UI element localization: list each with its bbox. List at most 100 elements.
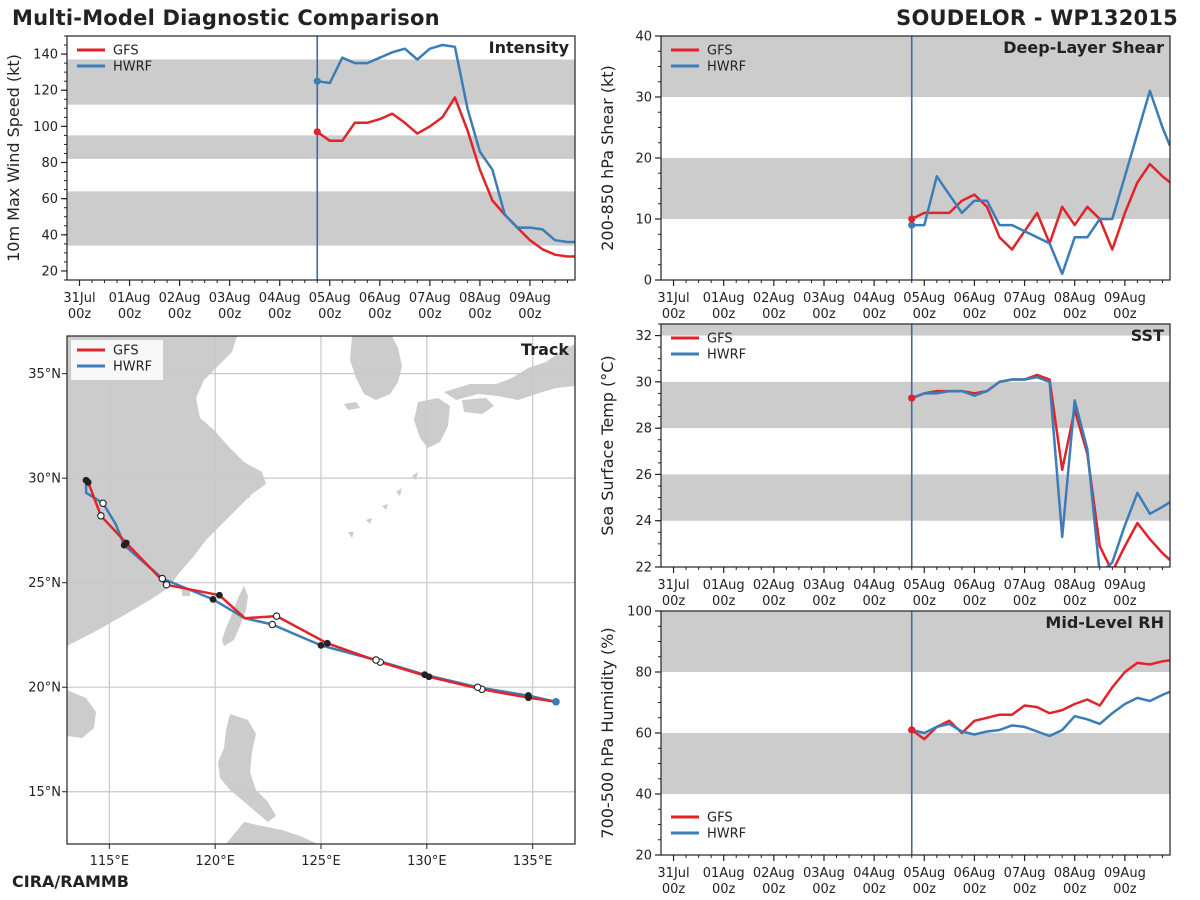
intensity-xtick-label: 00z: [118, 307, 142, 322]
track-gfs-closed-marker: [323, 639, 331, 647]
visayas-islands: [226, 822, 318, 844]
shear-ylabel: 200-850 hPa Shear (kt): [598, 65, 617, 251]
track-lon-label: 115°E: [90, 854, 130, 869]
shear-xtick-label: 01Aug: [703, 291, 745, 306]
track-lat-label: 25°N: [28, 576, 61, 591]
rh-ytick-label: 20: [635, 849, 652, 864]
shear-xtick-label: 00z: [913, 307, 937, 322]
sst-xtick-label: 00z: [762, 594, 786, 609]
track-legend-box: [71, 340, 163, 380]
intensity-xtick-label: 06Aug: [359, 291, 401, 306]
korea-peninsula: [350, 336, 402, 400]
shear-xtick-label: 00z: [963, 307, 987, 322]
intensity-ytick-label: 100: [33, 120, 58, 135]
track-hwrf-closed-marker: [421, 671, 429, 679]
track-hwrf-closed-marker: [82, 476, 90, 484]
track-legend-label: GFS: [113, 344, 139, 359]
shear-gfs-line: [911, 162, 1170, 251]
sst-band: [661, 324, 1170, 336]
intensity-ytick-label: 120: [33, 84, 58, 99]
sst-hwrf-line: [911, 375, 1170, 567]
shear-xtick-label: 08Aug: [1054, 291, 1096, 306]
sst-xtick-label: 07Aug: [1004, 578, 1046, 593]
shear-legend-label: GFS: [707, 44, 733, 59]
sst-series-group: [908, 373, 1170, 567]
sst-xtick-label: 00z: [862, 594, 886, 609]
intensity-xtick-label: 04Aug: [259, 291, 301, 306]
jeju-island: [344, 402, 360, 410]
shear-xtick-label: 07Aug: [1004, 291, 1046, 306]
rh-xtick-label: 00z: [812, 882, 836, 897]
sst-gfs-init-point: [908, 394, 916, 402]
intensity-xtick-label: 00z: [268, 307, 292, 322]
sst-legend-label: HWRF: [707, 348, 746, 363]
track-lon-label: 120°E: [195, 854, 235, 869]
intensity-ytick-label: 60: [41, 192, 58, 207]
sst-xtick-label: 00z: [812, 594, 836, 609]
track-lat-label: 15°N: [28, 785, 61, 800]
track-lon-label: 135°E: [513, 854, 553, 869]
honshu-island: [444, 344, 575, 400]
track-axes: 115°E 120°E 125°E 130°E 135°E 15°N 20°N 25°N 30°…: [28, 335, 576, 869]
shear-xtick-label: 09Aug: [1104, 291, 1146, 306]
track-hwrf-closed-marker: [525, 692, 532, 699]
sst-xtick-label: 00z: [712, 594, 736, 609]
rh-xtick-label: 02Aug: [753, 866, 795, 881]
intensity-xtick-label: 00z: [418, 307, 442, 322]
intensity-ytick-label: 140: [33, 48, 58, 63]
shear-hwrf-init-point: [908, 221, 916, 229]
track-hwrf-open-marker: [268, 620, 277, 629]
rh-xtick-label: 04Aug: [853, 866, 895, 881]
shear-xtick-label: 00z: [812, 307, 836, 322]
intensity-xtick-label: 00z: [468, 307, 492, 322]
sst-xtick-label: 00z: [1113, 594, 1137, 609]
rh-title: Mid-Level RH: [1045, 613, 1164, 632]
sst-xtick-label: 06Aug: [953, 578, 995, 593]
shear-band: [661, 36, 1170, 97]
rh-legend-label: HWRF: [707, 827, 746, 842]
shear-ytick-label: 20: [635, 152, 652, 167]
storm-id: SOUDELOR - WP132015: [896, 6, 1178, 30]
luzon-island: [218, 714, 276, 822]
track-hwrf-closed-marker: [209, 596, 217, 603]
intensity-xtick-label: 08Aug: [459, 291, 501, 306]
rh-xtick-label: 03Aug: [803, 866, 845, 881]
sst-xtick-label: 31Jul: [657, 578, 689, 593]
rh-ytick-label: 80: [635, 666, 652, 681]
sst-xtick-label: 00z: [662, 594, 686, 609]
track-gfs-open-marker: [272, 612, 281, 620]
shear-xtick-label: 03Aug: [803, 291, 845, 306]
rh-band: [661, 733, 1170, 794]
intensity-legend-label: HWRF: [113, 60, 152, 75]
kyushu-island: [414, 398, 450, 448]
shear-ytick-label: 0: [644, 274, 652, 289]
shear-legend-label: HWRF: [707, 60, 746, 75]
sst-xtick-label: 02Aug: [753, 578, 795, 593]
track-hwrf-open-marker: [473, 683, 482, 691]
rh-panel: 2040608010031Jul00z01Aug00z02Aug00z03Aug…: [598, 605, 1171, 897]
intensity-hwrf-line: [317, 43, 575, 244]
track-lon-label: 130°E: [407, 854, 447, 869]
track-gfs-closed-marker: [216, 591, 223, 599]
rh-gfs-init-point: [908, 726, 916, 734]
intensity-gfs-line: [316, 96, 575, 258]
shear-xtick-label: 05Aug: [903, 291, 945, 306]
rh-ytick-label: 60: [635, 727, 652, 742]
rh-xtick-label: 00z: [913, 882, 937, 897]
track-title: Track: [521, 340, 569, 359]
rh-xtick-label: 08Aug: [1054, 866, 1096, 881]
taiwan-island: [222, 586, 248, 646]
intensity-xtick-label: 01Aug: [109, 291, 151, 306]
rh-xtick-label: 00z: [662, 882, 686, 897]
intensity-xtick-label: 09Aug: [509, 291, 551, 306]
shear-xtick-label: 06Aug: [953, 291, 995, 306]
intensity-band: [67, 191, 575, 246]
intensity-panel: 2040608010012014031Jul00z01Aug00z02Aug00…: [4, 35, 576, 322]
sst-xtick-label: 09Aug: [1104, 578, 1146, 593]
intensity-xtick-label: 00z: [368, 307, 392, 322]
sst-ytick-label: 22: [635, 561, 652, 576]
shear-band: [661, 158, 1170, 219]
sst-xtick-label: 00z: [963, 594, 987, 609]
track-hwrf-open-marker: [99, 499, 107, 507]
